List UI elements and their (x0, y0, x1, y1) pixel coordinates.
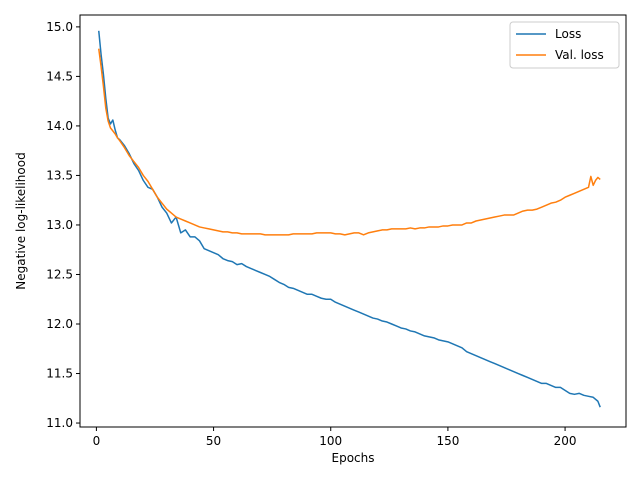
x-tick-label: 100 (319, 434, 342, 448)
x-tick-label: 200 (554, 434, 577, 448)
legend-label-val-loss: Val. loss (555, 48, 604, 62)
series-line-loss (98, 30, 601, 408)
x-tick-label: 150 (436, 434, 459, 448)
y-tick-label: 12.0 (46, 317, 73, 331)
y-tick-label: 13.5 (46, 168, 73, 182)
legend: Loss Val. loss (509, 21, 620, 69)
x-tick-label: 50 (206, 434, 221, 448)
axes-frame (79, 14, 627, 428)
y-axis: 11.0 11.5 12.0 12.5 13.0 13.5 14.0 14.5 15.0 (46, 20, 80, 430)
y-tick-label: 13.0 (46, 218, 73, 232)
x-axis: 0 50 100 150 200 (93, 427, 577, 448)
y-tick-label: 12.5 (46, 267, 73, 281)
x-axis-label: Epochs (332, 451, 375, 465)
y-tick-label: 15.0 (46, 20, 73, 34)
plot-area (98, 30, 601, 408)
y-tick-label: 14.5 (46, 69, 73, 83)
x-tick-label: 0 (93, 434, 101, 448)
series-line-val-loss (98, 48, 601, 236)
legend-label-loss: Loss (555, 27, 581, 41)
y-axis-label: Negative log-likelihood (14, 152, 28, 289)
y-tick-label: 11.5 (46, 367, 73, 381)
y-tick-label: 11.0 (46, 416, 73, 430)
y-tick-label: 14.0 (46, 119, 73, 133)
